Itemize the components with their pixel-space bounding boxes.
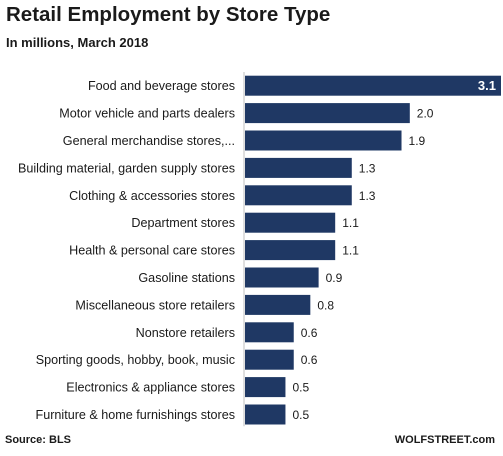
- category-label: Food and beverage stores: [88, 79, 235, 93]
- source-note: Source: BLS: [5, 434, 72, 446]
- value-label: 0.5: [292, 408, 309, 422]
- category-label: Department stores: [131, 216, 235, 230]
- value-label: 1.1: [342, 216, 359, 230]
- category-label: General merchandise stores,...: [63, 134, 235, 148]
- bar: [245, 349, 294, 370]
- bar: [245, 185, 352, 206]
- value-label: 2.0: [417, 107, 434, 121]
- value-label: 1.9: [409, 134, 426, 148]
- bar: [245, 103, 410, 124]
- value-label: 1.1: [342, 244, 359, 258]
- chart-title: Retail Employment by Store Type: [6, 3, 331, 26]
- value-label: 0.6: [301, 353, 318, 367]
- bar: [245, 267, 319, 288]
- category-label: Building material, garden supply stores: [18, 161, 235, 175]
- value-label: 0.9: [326, 271, 343, 285]
- category-label: Gasoline stations: [138, 271, 235, 285]
- category-label: Miscellaneous store retailers: [75, 298, 235, 312]
- category-label: Health & personal care stores: [69, 244, 235, 258]
- value-label: 0.5: [292, 381, 309, 395]
- chart-subtitle: In millions, March 2018: [6, 35, 149, 50]
- bar: [245, 212, 336, 233]
- value-label: 3.1: [478, 78, 496, 93]
- category-label: Nonstore retailers: [136, 326, 235, 340]
- value-label: 0.8: [317, 298, 334, 312]
- bar: [245, 240, 336, 261]
- value-label: 0.6: [301, 326, 318, 340]
- category-label: Sporting goods, hobby, book, music: [36, 353, 235, 367]
- category-label: Electronics & appliance stores: [66, 381, 235, 395]
- category-label: Furniture & home furnishings stores: [36, 408, 236, 422]
- bar: [245, 294, 311, 315]
- brand-credit: WOLFSTREET.com: [394, 434, 495, 446]
- bar: [245, 404, 286, 425]
- bar: [245, 377, 286, 398]
- value-label: 1.3: [359, 161, 376, 175]
- category-label: Motor vehicle and parts dealers: [59, 107, 235, 121]
- bar: [245, 322, 294, 343]
- bar: [245, 157, 352, 178]
- value-label: 1.3: [359, 189, 376, 203]
- bar-chart: Food and beverage stores 3.1 Motor vehicle…: [18, 72, 501, 427]
- category-label: Clothing & accessories stores: [69, 189, 235, 203]
- bar: [245, 130, 402, 151]
- bar: [245, 75, 501, 96]
